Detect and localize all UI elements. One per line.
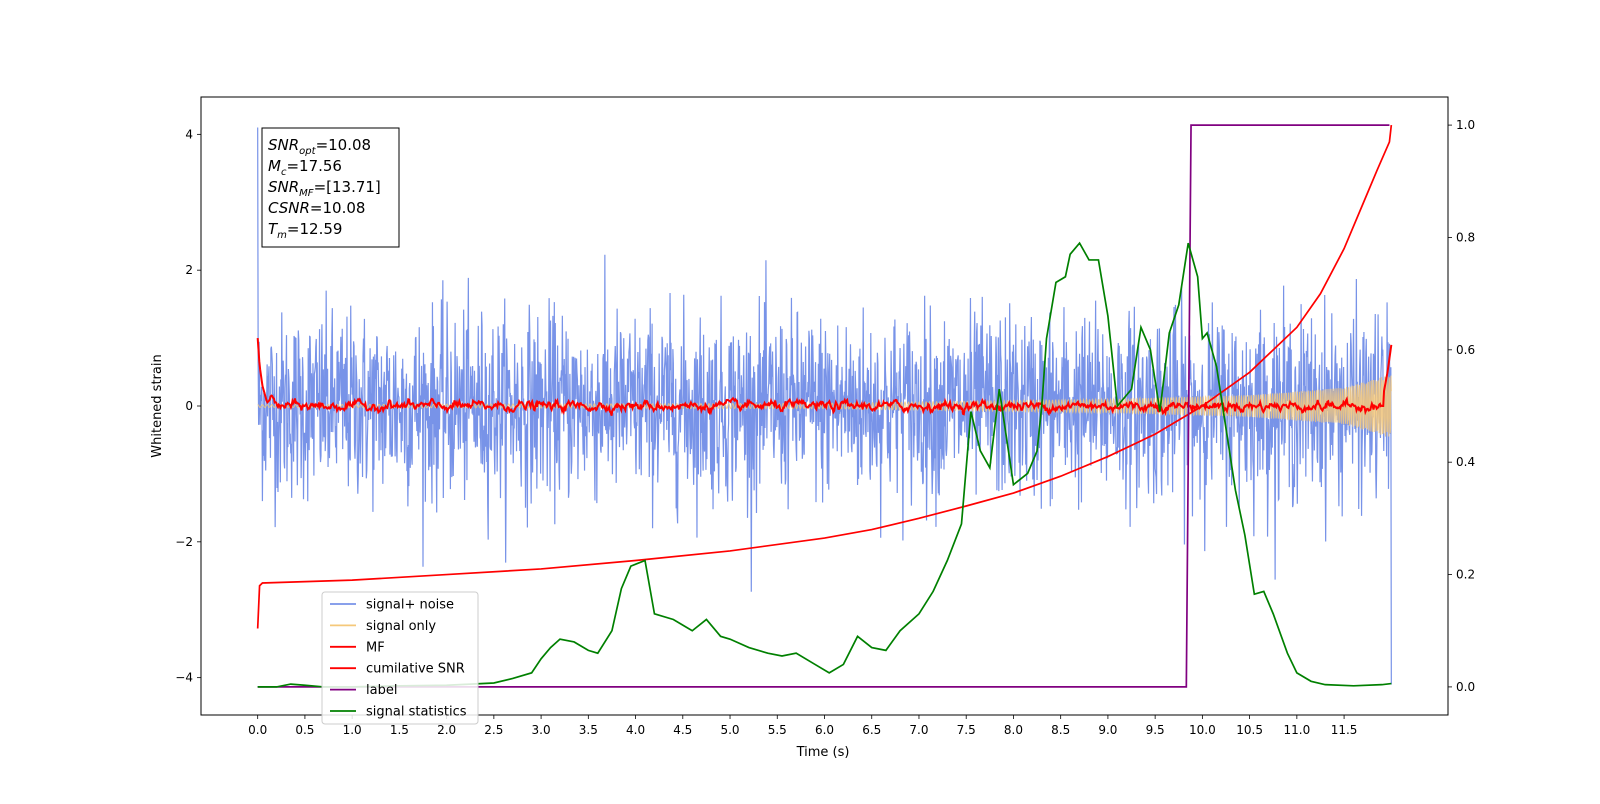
annotation-line: Mc=17.56 xyxy=(268,157,342,178)
x-tick-label: 0.0 xyxy=(248,723,267,737)
x-axis-ticks: 0.0 0.5 1.0 1.5 2.0 2.5 3.0 3.5 4.0 4.5 5.0 5.5 6.0 6… xyxy=(248,715,1357,737)
series-line-signal-statistics xyxy=(257,241,1392,688)
legend-label: signal+ noise xyxy=(366,598,454,613)
x-tick-label: 6.0 xyxy=(815,723,834,737)
annotation-frame xyxy=(261,127,400,248)
legend-label: MF xyxy=(366,640,385,655)
x-tick-label: 10.0 xyxy=(1189,723,1216,737)
y-right-tick-label: 0.4 xyxy=(1456,455,1475,469)
y-left-tick-label: −4 xyxy=(175,671,193,685)
x-tick-label: 5.5 xyxy=(768,723,787,737)
y-left-tick-label: 2 xyxy=(185,263,193,277)
x-tick-label: 6.5 xyxy=(862,723,881,737)
y-left-tick-label: 4 xyxy=(185,127,193,141)
annotation-line: SNRopt=10.08 xyxy=(268,136,371,157)
legend-label: signal only xyxy=(366,619,436,634)
x-tick-label: 7.5 xyxy=(957,723,976,737)
y-left-tick-label: −2 xyxy=(175,535,193,549)
x-tick-label: 3.5 xyxy=(579,723,598,737)
y-right-tick-label: 0.6 xyxy=(1456,343,1475,357)
x-axis-label: Time (s) xyxy=(796,745,850,760)
series-line-cumilative-snr xyxy=(256,124,1393,629)
plot-frame xyxy=(200,96,1449,716)
x-tick-label: 5.0 xyxy=(720,723,739,737)
x-tick-label: 1.5 xyxy=(390,723,409,737)
annotation-line: SNRMF=[13.71] xyxy=(268,178,381,199)
x-tick-label: 11.5 xyxy=(1331,723,1358,737)
x-tick-label: 8.0 xyxy=(1004,723,1023,737)
x-tick-label: 4.0 xyxy=(626,723,645,737)
annotation-line: Tm=12.59 xyxy=(268,220,342,241)
x-tick-label: 3.0 xyxy=(532,723,551,737)
x-tick-label: 11.0 xyxy=(1283,723,1310,737)
metrics-annotation: SNRopt=10.08Mc=17.56SNRMF=[13.71]CSNR=10… xyxy=(261,127,400,248)
x-tick-label: 8.5 xyxy=(1051,723,1070,737)
x-tick-label: 1.0 xyxy=(343,723,362,737)
x-tick-label: 10.5 xyxy=(1236,723,1263,737)
legend: signal+ noise signal only MF cumilative SNR… xyxy=(321,591,479,725)
x-tick-label: 0.5 xyxy=(295,723,314,737)
legend-label: signal statistics xyxy=(366,705,467,720)
x-tick-label: 9.5 xyxy=(1146,723,1165,737)
series-layer xyxy=(256,124,1393,688)
x-tick-label: 7.0 xyxy=(909,723,928,737)
y-right-tick-label: 0.2 xyxy=(1456,568,1475,582)
series-line-signal-only xyxy=(257,375,1392,437)
annotation-line: CSNR=10.08 xyxy=(268,199,365,217)
x-tick-label: 2.0 xyxy=(437,723,456,737)
y-axis-left-ticks: −4 −2 0 2 4 xyxy=(175,127,201,685)
y-axis-left-label: Whitened strain xyxy=(150,354,165,457)
x-tick-label: 9.0 xyxy=(1098,723,1117,737)
series-line-label xyxy=(257,124,1390,688)
y-right-tick-label: 1.0 xyxy=(1456,118,1475,132)
y-axis-right-ticks: 0.0 0.2 0.4 0.6 0.8 1.0 xyxy=(1448,118,1475,694)
y-left-tick-label: 0 xyxy=(185,399,193,413)
x-tick-label: 2.5 xyxy=(484,723,503,737)
legend-label: cumilative SNR xyxy=(366,662,465,677)
legend-label: label xyxy=(366,683,397,698)
x-tick-label: 4.5 xyxy=(673,723,692,737)
legend-frame xyxy=(321,591,479,725)
y-right-tick-label: 0.8 xyxy=(1456,230,1475,244)
y-right-tick-label: 0.0 xyxy=(1456,680,1475,694)
